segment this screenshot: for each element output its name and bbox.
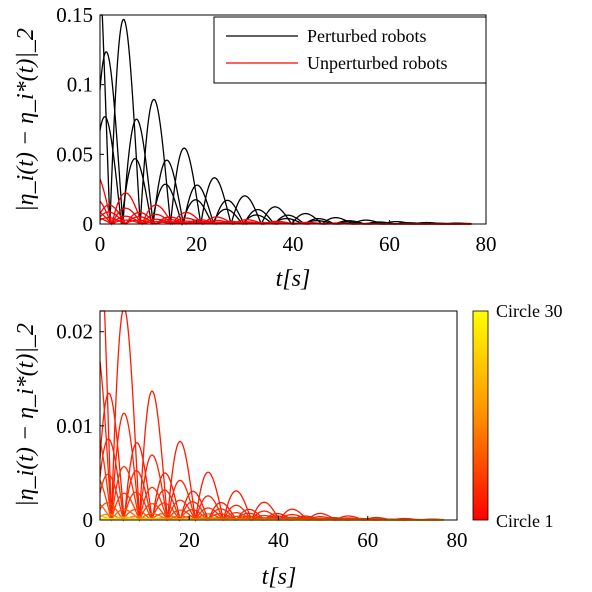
top-x-tick-label: 40 bbox=[283, 232, 304, 256]
legend-label-perturbed: Perturbed robots bbox=[307, 26, 426, 46]
colorbar: Circle 30 Circle 1 bbox=[472, 301, 562, 531]
bottom-y-tick-label: 0.02 bbox=[56, 320, 93, 344]
top-x-tick-label: 80 bbox=[476, 232, 497, 256]
bottom-x-tick-label: 60 bbox=[357, 528, 378, 552]
bottom-x-tick-label: 80 bbox=[447, 528, 468, 552]
legend-box bbox=[213, 16, 487, 84]
bottom-y-tick-label: 0 bbox=[83, 508, 94, 532]
top-y-tick-label: 0.15 bbox=[56, 3, 93, 27]
top-x-axis-label: t[s] bbox=[276, 266, 311, 292]
top-x-tick-label: 0 bbox=[95, 232, 106, 256]
top-chart: 0 20 40 60 80 0 0.05 0.1 0.15 t[s] |η_i(t) − η_i… bbox=[13, 3, 497, 292]
bottom-y-axis-label: |η_i(t) − η_i*(t)|_2 bbox=[13, 323, 39, 507]
top-legend: Perturbed robots Unperturbed robots bbox=[213, 16, 487, 84]
bottom-series-line-3 bbox=[99, 361, 444, 523]
bottom-chart: 0 20 40 60 80 0 0.01 0.02 t[s] |η_i(t) − η_i*(t… bbox=[13, 301, 562, 590]
bottom-series-line-2 bbox=[99, 392, 444, 522]
colorbar-top-label: Circle 30 bbox=[496, 301, 562, 321]
colorbar-bottom-label: Circle 1 bbox=[496, 511, 553, 531]
top-y-tick-label: 0.1 bbox=[67, 73, 93, 97]
top-y-tick-label: 0.05 bbox=[56, 142, 93, 166]
bottom-x-tick-label: 20 bbox=[179, 528, 200, 552]
top-y-tick-label: 0 bbox=[83, 212, 94, 236]
legend-label-unperturbed: Unperturbed robots bbox=[307, 53, 447, 73]
top-y-axis-label: |η_i(t) − η_i*(t)|_2 bbox=[13, 28, 39, 212]
bottom-series-lines bbox=[99, 310, 444, 523]
bottom-x-axis-label: t[s] bbox=[262, 564, 297, 590]
bottom-series-line-1 bbox=[100, 310, 444, 522]
bottom-x-tick-label: 40 bbox=[268, 528, 289, 552]
top-x-tick-label: 60 bbox=[379, 232, 400, 256]
bottom-x-tick-label: 0 bbox=[95, 528, 106, 552]
bottom-y-tick-label: 0.01 bbox=[56, 414, 93, 438]
top-ticks: 0 20 40 60 80 0 0.05 0.1 0.15 bbox=[56, 3, 496, 256]
colorbar-gradient bbox=[472, 310, 489, 521]
top-x-tick-label: 20 bbox=[186, 232, 207, 256]
bottom-ticks: 0 20 40 60 80 0 0.01 0.02 bbox=[56, 320, 467, 552]
